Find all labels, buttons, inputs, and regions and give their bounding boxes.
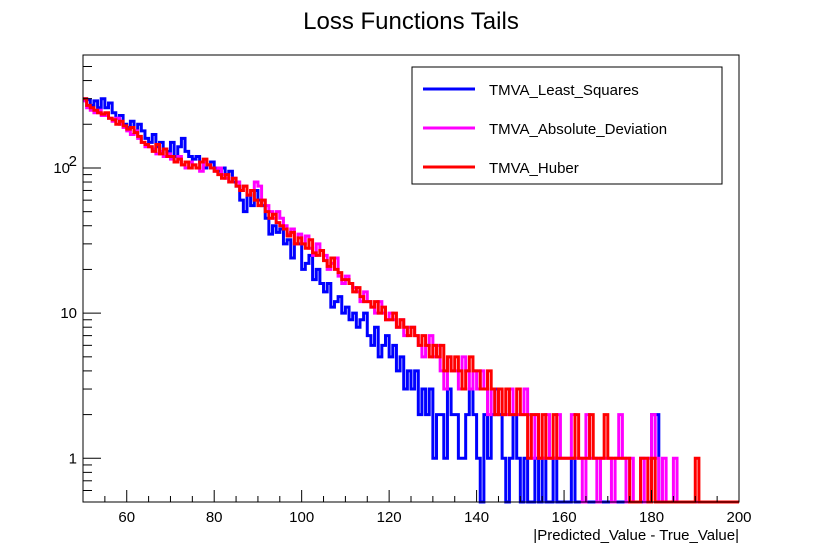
- x-tick-label: 180: [639, 509, 664, 526]
- y-tick-label: 1: [69, 450, 77, 467]
- legend-label-tmva-absolute-deviation: TMVA_Absolute_Deviation: [489, 121, 667, 138]
- y-tick-label: 10: [60, 305, 77, 322]
- x-tick-label: 120: [377, 509, 402, 526]
- x-tick-label: 60: [118, 509, 135, 526]
- series-tmva-huber: [83, 97, 739, 504]
- legend-label-tmva-huber: TMVA_Huber: [489, 160, 579, 177]
- x-tick-label: 80: [206, 509, 223, 526]
- x-tick-label: 100: [289, 509, 314, 526]
- legend: TMVA_Least_Squares TMVA_Absolute_Deviatio…: [411, 66, 723, 185]
- y-tick-label: 10: [53, 160, 70, 177]
- chart-title: Loss Functions Tails: [303, 8, 519, 35]
- legend-entries: TMVA_Least_Squares TMVA_Absolute_Deviatio…: [423, 82, 667, 177]
- y-tick-exponent: 2: [69, 153, 77, 170]
- legend-box: [411, 66, 723, 185]
- x-tick-label: 200: [726, 509, 751, 526]
- x-tick-label: 160: [552, 509, 577, 526]
- x-axis-title: |Predicted_Value - True_Value|: [533, 527, 739, 544]
- legend-label-tmva-least-squares: TMVA_Least_Squares: [489, 82, 639, 99]
- x-tick-label: 140: [464, 509, 489, 526]
- y-tick-base: 10: [53, 160, 70, 177]
